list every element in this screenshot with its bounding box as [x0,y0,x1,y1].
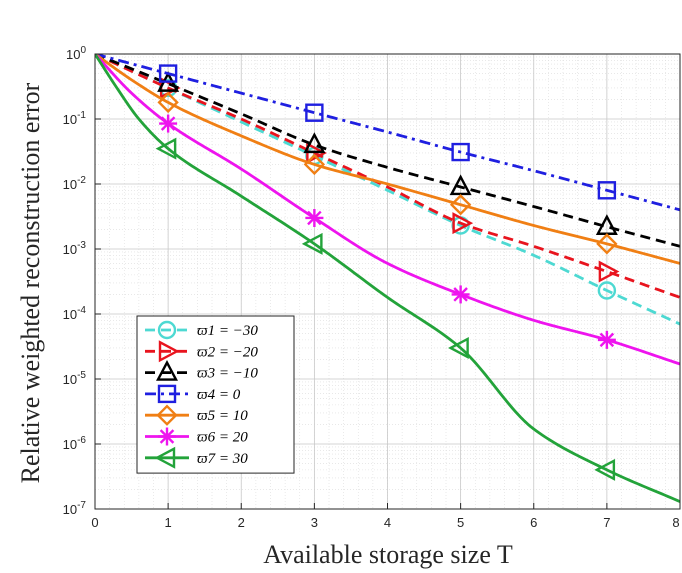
y-tick-label: 10-6 [63,435,87,452]
data-point-7 [594,458,616,481]
data-point-5 [157,91,179,114]
x-tick-label: 5 [457,515,464,530]
x-axis-label: Available storage size T [263,540,513,569]
x-tick-label: 4 [384,515,391,530]
legend-marker [156,360,178,381]
data-point-4 [158,64,178,83]
legend-entry-4: ϖ4 = 0 [145,384,241,404]
series-line-3 [95,54,680,248]
legend-entry-7: ϖ7 = 30 [145,446,248,469]
x-tick-label: 8 [672,515,679,530]
x-tick-label: 6 [530,515,537,530]
marker-stroke [160,116,176,131]
x-tick-label: 7 [603,515,610,530]
axes-layer: 0 1 2 3 4 5 6 7 8 100 10-1 10-2 10-3 10-4 10-5 10-6 10-7 [63,45,681,530]
marker-stroke [599,332,615,348]
y-tick-label: 10-3 [63,240,87,257]
series-5 [95,54,680,265]
marker-stroke [307,210,322,226]
legend-marker [157,384,177,404]
legend-label: ϖ1 = −30 [197,323,258,339]
x-tick-label: 0 [91,515,98,530]
legend-label: ϖ6 = 20 [197,430,248,446]
y-tick-label: 10-7 [63,500,87,517]
data-point-5 [596,233,618,255]
legend-entry-5: ϖ5 = 10 [145,404,248,426]
legend-marker [154,446,176,469]
data-point-6 [305,208,324,227]
data-point-6 [159,114,178,133]
marker-stroke [453,287,468,302]
y-tick-label: 100 [66,45,86,62]
x-tick-label: 3 [311,515,318,530]
legend-label: ϖ4 = 0 [197,387,241,403]
legend-entry-6: ϖ6 = 20 [145,427,248,446]
legend-marker [156,404,178,426]
y-tick-label: 10-2 [63,175,87,192]
data-point-2 [598,260,620,283]
series-line-1 [95,54,680,326]
data-point-6 [451,285,470,304]
legend: ϖ1 = −30 ϖ2 = −20 ϖ3 = −10 ϖ4 = 0 ϖ5 = 10 ϖ6 … [136,315,295,474]
series-6 [95,54,680,366]
legend-entry-1: ϖ1 = −30 [145,320,258,340]
legend-entry-3: ϖ3 = −10 [145,360,258,382]
series-line-7 [95,54,680,503]
marker-stroke [159,429,175,444]
y-tick-label: 10-4 [63,305,87,322]
legend-entry-2: ϖ2 = −20 [145,340,258,363]
data-point-6 [597,330,616,349]
data-point-4 [305,103,324,122]
series-line-4 [95,54,680,212]
data-point-7 [448,336,469,359]
data-point-2 [452,212,474,235]
data-point-3 [449,174,472,196]
series-line-6 [95,54,680,366]
legend-marker [157,320,177,340]
series-line-2 [95,54,680,299]
legend-label: ϖ3 = −10 [197,366,258,382]
legend-label: ϖ5 = 10 [197,408,248,424]
data-point-5 [449,194,472,216]
data-point-4 [597,181,617,200]
data-point-1 [597,281,617,300]
data-point-7 [155,137,177,160]
data-point-3 [303,132,326,154]
y-tick-label: 10-1 [63,110,87,127]
y-tick-label: 10-5 [63,370,87,387]
legend-label: ϖ2 = −20 [197,344,258,360]
data-point-7 [301,232,323,255]
legend-marker [158,340,180,363]
y-axis-label: Relative weighted reconstruction error [16,82,45,483]
data-point-5 [303,153,326,176]
series-4 [95,54,680,212]
legend-label: ϖ7 = 30 [197,451,248,467]
legend-marker [158,427,176,446]
x-tick-label: 2 [238,515,245,530]
x-tick-label: 1 [165,515,172,530]
series-layer [95,54,680,503]
series-7 [95,54,680,503]
data-point-4 [451,142,470,162]
series-line-5 [95,54,680,265]
